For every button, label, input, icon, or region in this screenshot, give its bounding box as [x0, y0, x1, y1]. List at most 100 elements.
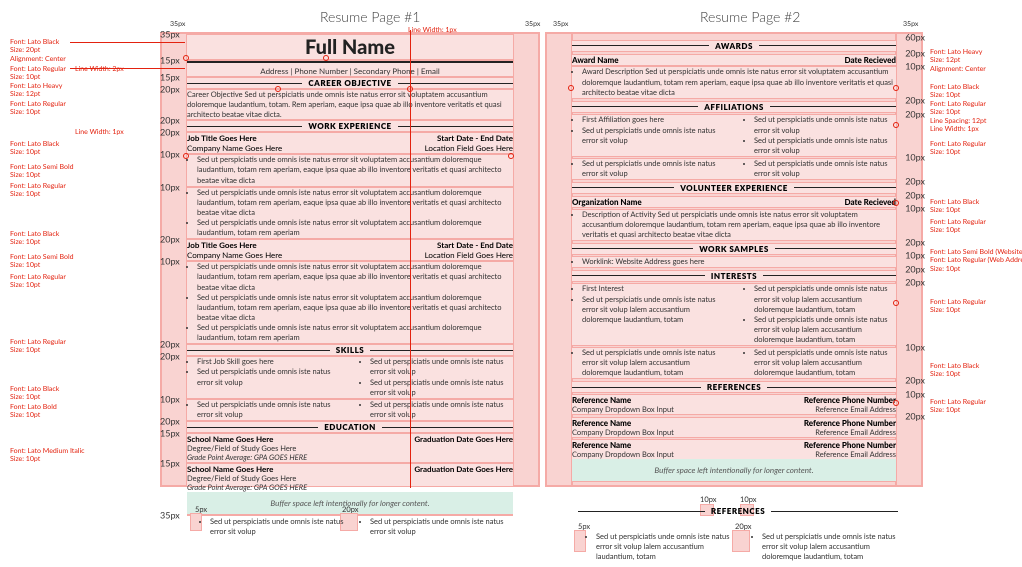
job1-dates: Start Date - End Date — [437, 133, 513, 143]
sp2-ws0: 20px — [572, 240, 896, 244]
annot-a8: Font: Lato BlackSize: 10pt — [10, 230, 59, 247]
sp2-i1-l: 20px — [905, 277, 925, 288]
job1-loc: Location Field Goes Here — [425, 143, 513, 153]
ref2-name: Reference Name — [572, 418, 631, 428]
aff-l1: First Affiliation goes here — [582, 115, 724, 125]
annot-a4: Font: Lato RegularSize: 10pt — [10, 100, 66, 117]
annot-a5: Font: Lato BlackSize: 10pt — [10, 140, 59, 157]
ref2-co: Company Dropdown Box Input — [572, 428, 674, 437]
sp2-v1: 20px — [572, 193, 896, 197]
page2-title: Resume Page #2 — [700, 8, 800, 25]
sp-w0-l: 20px — [160, 127, 180, 138]
ref3-sub: Company Dropdown Box InputReference Emai… — [572, 450, 896, 459]
org-name: Organization Name — [572, 197, 642, 207]
annot-a9: Font: Lato Semi BoldSize: 10pt — [10, 253, 74, 270]
job1-b1: Sed ut perspiciatis unde omnis iste natu… — [197, 155, 513, 185]
sp-s0: 20px — [187, 343, 513, 345]
marker-award-r — [893, 85, 899, 91]
int-l1: First Interest — [582, 284, 724, 294]
annot-b6: Font: Lato BlackSize: 10pt — [930, 198, 979, 215]
job1-row1: Job Title Goes Here Start Date - End Date — [187, 133, 513, 143]
sp2-af1: 20px — [572, 112, 896, 116]
edu1-school: School Name Goes Here — [187, 434, 273, 444]
job1-row2: Company Name Goes HereLocation Field Goe… — [187, 143, 513, 153]
job1-title: Job Title Goes Here — [187, 133, 257, 143]
annot-a10: Font: Lato RegularSize: 10pt — [10, 273, 66, 290]
contact-row: Address | Phone Number | Secondary Phone… — [187, 61, 513, 76]
sp2-i2-l: 10px — [905, 341, 925, 352]
section-edu: EDUCATION — [187, 422, 513, 432]
redline-2 — [70, 68, 185, 69]
sp2-a2-l: 10px — [905, 61, 925, 72]
award-desc-list: Award Description Sed ut perspiciatis un… — [572, 67, 896, 97]
section-vol-txt: VOLUNTEER EXPERIENCE — [674, 183, 794, 193]
ref3-co: Company Dropdown Box Input — [572, 450, 674, 459]
aff-r1: Sed ut perspiciatis unde omnis iste natu… — [754, 115, 896, 135]
margin-label-tr1: 35px — [525, 20, 540, 28]
annot-lw1-top: Line Width: 1px — [408, 26, 457, 34]
annot-a6: Font: Lato Semi BoldSize: 10pt — [10, 163, 74, 180]
org-desc-list: Description of Activity Sed ut perspicia… — [572, 210, 896, 240]
ref3-name: Reference Name — [572, 440, 631, 450]
sp2-r0: 20px — [572, 378, 896, 382]
job2-b3: Sed ut perspiciatis unde omnis iste natu… — [197, 323, 513, 343]
page1-content: 35px Full Name 15px Address | Phone Numb… — [187, 33, 513, 486]
sp2-top-l: 60px — [905, 31, 925, 42]
marker-aff-r — [893, 122, 899, 128]
annot-b11: Font: Lato RegularSize: 10pt — [930, 398, 986, 415]
marker-contact-r — [407, 86, 413, 92]
job1-bullets2: Sed ut perspiciatis unde omnis iste natu… — [187, 188, 513, 239]
sp-e2: 15px — [187, 462, 513, 464]
aff-r2: Sed ut perspiciatis unde omnis iste natu… — [754, 136, 896, 156]
aff-cols: First Affiliation goes here Sed ut persp… — [572, 115, 896, 156]
marker-job1-r — [508, 153, 514, 159]
sp-n1: 15px — [187, 59, 513, 61]
sp-e0: 20px — [187, 420, 513, 422]
section-ws-txt: WORK SAMPLES — [693, 244, 775, 254]
annot-a14: Font: Lato Medium ItalicSize: 10pt — [10, 447, 84, 464]
left-margin-spacer2 — [546, 33, 572, 486]
full-name: Full Name — [187, 35, 513, 59]
section-ws: WORK SAMPLES — [572, 244, 896, 254]
skills-cols: First Job Skill goes here Sed ut perspic… — [187, 357, 513, 398]
skill-l2: Sed ut perspiciatis unde omnis iste natu… — [197, 367, 340, 387]
aff-cols2: Sed ut perspiciatis unde omnis iste natu… — [572, 159, 896, 179]
org-date: Date Recieved — [844, 197, 896, 207]
section-skills-txt: SKILLS — [330, 345, 370, 355]
annot-a7: Font: Lato RegularSize: 10pt — [10, 182, 66, 199]
sp-e2-l: 15px — [160, 458, 180, 469]
job2-bullets: Sed ut perspiciatis unde omnis iste natu… — [187, 262, 513, 343]
annot-b3: Font: Lato RegularSize: 10ptLine Spacing… — [930, 100, 986, 125]
margin-label-tr2: 35px — [903, 20, 918, 28]
sp2-i0-l: 20px — [905, 263, 925, 274]
right-margin-spacer — [513, 33, 539, 486]
sp2-i2: 10px — [572, 345, 896, 348]
annot-a11: Font: Lato RegularSize: 10pt — [10, 338, 66, 355]
job2-b2: Sed ut perspiciatis unde omnis iste natu… — [197, 293, 513, 323]
annot-b9: Font: Lato RegularSize: 10pt — [930, 298, 986, 315]
ref2-phone: Reference Phone Number — [804, 418, 896, 428]
sp-top: 35px — [187, 33, 513, 35]
annot-a12: Font: Lato BlackSize: 10pt — [10, 385, 59, 402]
section-int: INTERESTS — [572, 271, 896, 281]
annot-b4: Line Width: 1px — [930, 125, 979, 133]
annot-a2: Font: Lato RegularSize: 10pt — [10, 65, 66, 82]
ref1-name: Reference Name — [572, 395, 631, 405]
int-cols: First Interest Sed ut perspiciatis unde … — [572, 284, 896, 345]
sp-w4-l: 10px — [160, 256, 180, 267]
ws-list: Worklink: Website Address goes here — [572, 257, 896, 267]
sp-s1: 20px — [187, 355, 513, 357]
sp-w3-l: 20px — [160, 234, 180, 245]
sp2-ws1-l: 10px — [905, 250, 925, 261]
section-career-txt: CAREER OBJECTIVE — [302, 78, 397, 88]
annot-b7: Font: Lato RegularSize: 10pt — [930, 218, 986, 235]
bottom-10px-a: 10px — [700, 495, 717, 504]
ref3-phone: Reference Phone Number — [804, 440, 896, 450]
sp2-af1-l: 20px — [905, 108, 925, 119]
section-work: WORK EXPERIENCE — [187, 121, 513, 131]
sp2-a1: 20px — [572, 51, 896, 55]
edu1-date: Graduation Date Goes Here — [414, 434, 513, 444]
annot-b2: Font: Lato BlackSize: 10pt — [930, 83, 979, 100]
sp-s2-l: 10px — [160, 393, 180, 404]
ref1: Reference NameReference Phone Number — [572, 395, 896, 405]
